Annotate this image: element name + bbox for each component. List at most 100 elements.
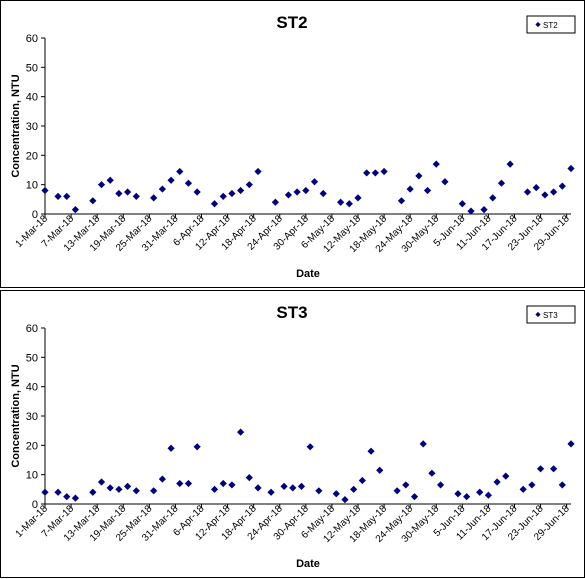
data-point xyxy=(219,192,227,200)
data-point xyxy=(415,172,423,180)
x-axis-title: Date xyxy=(296,558,320,570)
data-point xyxy=(558,182,566,190)
x-axis-title: Date xyxy=(296,268,320,280)
data-point xyxy=(550,188,558,196)
data-point xyxy=(123,188,132,196)
data-point xyxy=(245,474,253,482)
data-point xyxy=(406,185,414,193)
data-point xyxy=(458,200,466,208)
data-point xyxy=(441,178,449,186)
data-point xyxy=(150,194,158,202)
data-point xyxy=(302,186,310,195)
y-tick-label: 40 xyxy=(26,92,38,104)
data-point xyxy=(115,485,123,493)
data-point xyxy=(271,198,279,206)
legend-marker xyxy=(535,21,541,28)
y-tick-label: 20 xyxy=(26,150,38,162)
data-point xyxy=(476,488,484,496)
data-point xyxy=(280,482,288,490)
data-point xyxy=(71,206,80,214)
data-point xyxy=(193,443,201,451)
data-point xyxy=(176,479,184,488)
data-point xyxy=(254,167,262,176)
data-point xyxy=(493,478,501,486)
y-axis-title: Concentration, NTU xyxy=(10,74,22,177)
legend-label: ST3 xyxy=(543,311,558,320)
data-point xyxy=(315,487,323,495)
data-point xyxy=(106,176,114,184)
data-point xyxy=(115,189,123,198)
data-point xyxy=(506,160,514,168)
y-tick-label: 20 xyxy=(26,440,38,452)
y-tick-label: 50 xyxy=(26,352,38,364)
data-point xyxy=(176,167,184,176)
data-point xyxy=(54,192,62,200)
data-point xyxy=(106,484,114,492)
data-point xyxy=(419,440,427,448)
data-point xyxy=(245,181,253,189)
data-point xyxy=(371,169,379,177)
data-point xyxy=(210,485,219,493)
data-point xyxy=(132,192,140,200)
data-point xyxy=(267,488,275,496)
legend-label: ST2 xyxy=(543,21,558,30)
data-point xyxy=(297,482,306,490)
data-point xyxy=(358,476,366,485)
y-tick-label: 0 xyxy=(32,499,38,511)
data-point xyxy=(567,440,575,448)
legend: ST3 xyxy=(526,305,576,324)
data-point xyxy=(523,188,532,196)
data-point xyxy=(480,206,488,214)
data-point xyxy=(567,164,575,173)
data-point xyxy=(367,447,375,455)
data-point xyxy=(332,490,340,498)
data-point xyxy=(41,488,49,496)
chart-st2: ST201020304050601-Mar-187-Mar-1813-Mar-1… xyxy=(10,13,576,280)
data-point xyxy=(397,197,406,205)
data-point xyxy=(410,493,419,501)
data-point xyxy=(284,191,293,199)
data-point xyxy=(158,185,166,193)
data-point xyxy=(519,485,527,493)
data-point xyxy=(184,479,193,488)
data-point xyxy=(536,465,545,473)
legend: ST2 xyxy=(526,15,576,34)
data-point xyxy=(436,481,445,489)
data-point xyxy=(428,469,436,477)
data-point xyxy=(97,181,106,189)
legend-box xyxy=(526,305,576,324)
y-tick-label: 60 xyxy=(26,323,38,335)
data-point xyxy=(423,186,432,195)
data-point xyxy=(71,494,80,502)
data-point xyxy=(454,490,462,498)
data-point xyxy=(402,481,410,489)
data-point xyxy=(489,194,497,202)
data-point xyxy=(310,178,319,186)
data-point xyxy=(167,176,175,184)
data-point xyxy=(293,188,301,196)
data-point xyxy=(497,179,506,187)
data-point xyxy=(89,197,97,205)
data-point xyxy=(63,493,71,501)
data-point xyxy=(63,192,71,200)
chart-panel-st3: ST3 0 10 20 30 40 50 60 1-Mar-18 7-Mar-18 13-Mar-1… xyxy=(0,290,585,578)
data-point xyxy=(254,484,262,492)
chart-title: ST3 xyxy=(276,303,307,322)
data-point xyxy=(306,443,314,451)
data-point xyxy=(97,478,106,486)
data-point xyxy=(158,475,166,483)
data-point xyxy=(363,169,371,177)
data-point xyxy=(354,194,362,202)
data-point xyxy=(237,186,245,195)
y-tick-label: 40 xyxy=(26,382,38,394)
legend-box xyxy=(526,15,576,34)
legend-marker xyxy=(535,311,541,318)
data-point xyxy=(380,167,388,176)
chart-title: ST2 xyxy=(276,13,307,32)
data-point xyxy=(54,488,62,496)
data-point xyxy=(341,496,349,504)
data-point xyxy=(193,188,201,196)
data-point xyxy=(219,479,227,488)
data-point xyxy=(393,487,401,495)
data-point xyxy=(228,189,236,198)
